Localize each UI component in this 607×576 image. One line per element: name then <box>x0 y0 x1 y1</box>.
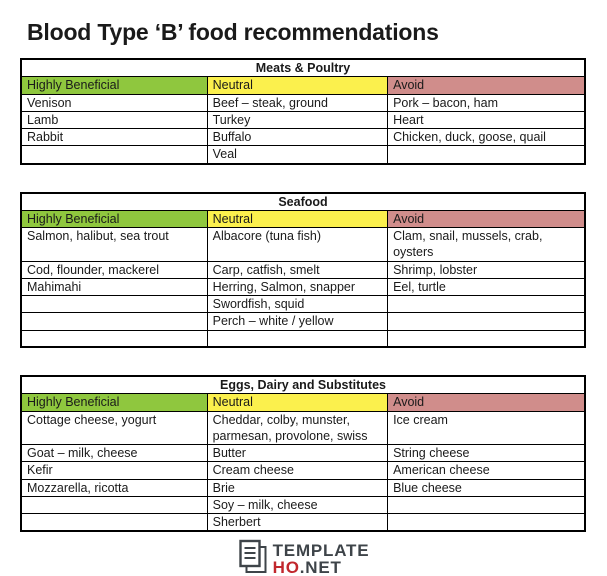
column-header-avoid: Avoid <box>387 393 586 412</box>
column-header-avoid: Avoid <box>387 209 586 229</box>
table-cell: Soy – milk, cheese <box>206 495 389 515</box>
table-cell: Mozzarella, ricotta <box>20 478 208 497</box>
table-cell: Venison <box>20 93 208 112</box>
food-table-eggs-dairy-and-substitutes: Eggs, Dairy and Substitutes Highly Benefi… <box>20 375 586 533</box>
table-cell: Brie <box>206 478 389 497</box>
table-cell: Shrimp, lobster <box>387 260 586 279</box>
logo-text: TEMPLATE HO.NET <box>272 541 370 576</box>
table-cell: Heart <box>387 110 586 130</box>
table-cell <box>20 145 208 164</box>
table-cell: Cottage cheese, yogurt <box>20 410 208 445</box>
column-header-row: Highly Beneficial Neutral Avoid <box>20 393 586 412</box>
table-cell: String cheese <box>387 443 586 463</box>
table-cell: Chicken, duck, goose, quail <box>387 127 586 147</box>
table-cell: Kefir <box>20 461 208 480</box>
table-cell <box>387 329 586 348</box>
table-cell <box>20 294 208 314</box>
table-row: Swordfish, squid <box>20 294 586 314</box>
table-caption-row: Seafood <box>20 192 586 211</box>
table-cell <box>20 513 208 532</box>
table-row: Cottage cheese, yogurt Cheddar, colby, mu… <box>20 410 586 445</box>
column-header-neutral: Neutral <box>206 393 389 412</box>
table-cell: Rabbit <box>20 127 208 147</box>
document-stack-icon <box>238 539 268 576</box>
logo-text-template: TEMPLATE <box>272 541 370 561</box>
page-title: Blood Type ‘B’ food recommendations <box>27 19 439 45</box>
column-header-beneficial: Highly Beneficial <box>20 76 208 95</box>
tables-container: Meats & Poultry Highly Beneficial Neutral A… <box>0 58 607 533</box>
table-cell: Clam, snail, mussels, crab, oysters <box>387 227 586 262</box>
table-cell: Ice cream <box>387 410 586 445</box>
table-row: Salmon, halibut, sea trout Albacore (tuna… <box>20 227 586 262</box>
table-row: Perch – white / yellow <box>20 312 586 331</box>
table-cell: Herring, Salmon, snapper <box>206 277 389 297</box>
table-row: Kefir Cream cheese American cheese <box>20 461 586 480</box>
table-cell: Swordfish, squid <box>206 294 389 314</box>
table-cell: Mahimahi <box>20 277 208 297</box>
table-cell: American cheese <box>387 461 586 480</box>
column-header-row: Highly Beneficial Neutral Avoid <box>20 76 586 95</box>
column-header-avoid: Avoid <box>387 76 586 95</box>
table-cell: Cod, flounder, mackerel <box>20 260 208 279</box>
templateho-logo: TEMPLATE HO.NET <box>238 539 370 576</box>
column-header-neutral: Neutral <box>206 76 389 95</box>
logo-text-domain: HO.NET <box>272 557 370 576</box>
table-cell <box>387 495 586 515</box>
table-cell: Eel, turtle <box>387 277 586 297</box>
table-cell: Buffalo <box>206 127 389 147</box>
table-row: Venison Beef – steak, ground Pork – bacon,… <box>20 93 586 112</box>
table-cell: Sherbert <box>206 513 389 532</box>
table-cell <box>387 294 586 314</box>
table-row: Soy – milk, cheese <box>20 495 586 515</box>
table-cell: Cheddar, colby, munster, parmesan, provo… <box>206 410 389 445</box>
table-cell <box>20 329 208 348</box>
food-table-meats-poultry: Meats & Poultry Highly Beneficial Neutral A… <box>20 58 586 165</box>
table-cell: Cream cheese <box>206 461 389 480</box>
food-table-seafood: Seafood Highly Beneficial Neutral Avoid Salm… <box>20 191 586 348</box>
table-cell: Butter <box>206 443 389 463</box>
logo-text-net: .NET <box>299 557 342 576</box>
table-cell <box>387 312 586 331</box>
table-cell: Beef – steak, ground <box>206 93 389 112</box>
table-cell <box>387 145 586 164</box>
table-row: Lamb Turkey Heart <box>20 110 586 130</box>
table-row: Goat – milk, cheese Butter String cheese <box>20 443 586 463</box>
table-row: Sherbert <box>20 513 586 532</box>
table-cell: Albacore (tuna fish) <box>206 227 389 262</box>
table-row: Cod, flounder, mackerel Carp, catfish, sm… <box>20 260 586 279</box>
table-cell <box>20 312 208 331</box>
footer: TEMPLATE HO.NET <box>0 539 607 576</box>
table-row: Mahimahi Herring, Salmon, snapper Eel, tur… <box>20 277 586 297</box>
table-caption: Eggs, Dairy and Substitutes <box>20 375 586 395</box>
table-cell <box>20 495 208 515</box>
column-header-beneficial: Highly Beneficial <box>20 209 208 229</box>
table-row: Rabbit Buffalo Chicken, duck, goose, quail <box>20 127 586 147</box>
column-header-neutral: Neutral <box>206 209 389 229</box>
table-cell: Salmon, halibut, sea trout <box>20 227 208 262</box>
table-cell: Pork – bacon, ham <box>387 93 586 112</box>
table-caption: Meats & Poultry <box>20 58 586 78</box>
table-cell: Goat – milk, cheese <box>20 443 208 463</box>
table-cell: Perch – white / yellow <box>206 312 389 331</box>
table-caption-row: Eggs, Dairy and Substitutes <box>20 375 586 395</box>
column-header-beneficial: Highly Beneficial <box>20 393 208 412</box>
table-cell: Turkey <box>206 110 389 130</box>
table-row: Mozzarella, ricotta Brie Blue cheese <box>20 478 586 497</box>
table-cell: Blue cheese <box>387 478 586 497</box>
table-row <box>20 329 586 348</box>
table-caption-row: Meats & Poultry <box>20 58 586 78</box>
table-cell: Carp, catfish, smelt <box>206 260 389 279</box>
table-row: Veal <box>20 145 586 164</box>
table-caption: Seafood <box>20 192 586 211</box>
table-cell: Lamb <box>20 110 208 130</box>
table-cell <box>206 329 389 348</box>
table-cell <box>387 513 586 532</box>
column-header-row: Highly Beneficial Neutral Avoid <box>20 209 586 229</box>
table-cell: Veal <box>206 145 389 164</box>
logo-text-ho: HO <box>272 557 300 576</box>
